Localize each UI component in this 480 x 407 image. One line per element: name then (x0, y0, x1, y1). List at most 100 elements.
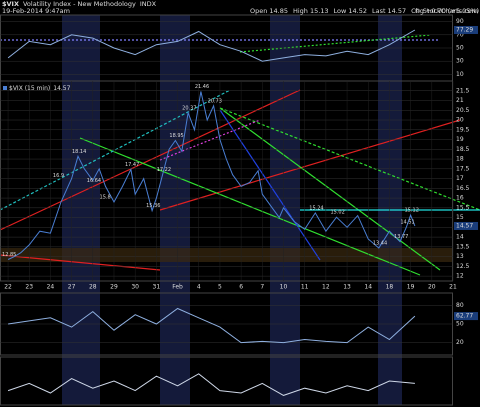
quote-value: 14.52 (348, 7, 367, 15)
y-tick-label: 12.5 (456, 263, 470, 270)
y-tick-label: 80 (456, 302, 464, 309)
y-tick-label: 18 (456, 156, 464, 163)
trend-line (219, 107, 441, 271)
x-tick-label: 7 (260, 284, 264, 291)
series-line (7, 29, 416, 62)
x-tick-label: 13 (343, 284, 351, 291)
y-tick-label: 20.5 (456, 107, 470, 114)
price-annotation: 15.12 (405, 208, 419, 214)
y-tick-label: 13 (456, 253, 464, 260)
x-tick-label: 12 (322, 284, 330, 291)
x-tick-label: 5 (218, 284, 222, 291)
x-tick-label: 20 (428, 284, 436, 291)
y-tick-label: 13.5 (456, 243, 470, 250)
x-tick-label: 28 (89, 284, 97, 291)
price-annotation: 16.64 (87, 178, 101, 184)
quote-label: Low (334, 7, 347, 15)
x-tick-label: 30 (131, 284, 139, 291)
header-date: 19-Feb-2014 9:47am (2, 7, 70, 15)
x-tick-label: 29 (110, 284, 118, 291)
quote-label: High (293, 7, 308, 15)
y-tick-label: 18.5 (456, 146, 470, 153)
last-value-label: 14.57 (456, 222, 473, 229)
y-tick-label: 20 (456, 117, 464, 124)
x-tick-label: 11 (301, 284, 309, 291)
price-annotation: 17.22 (157, 167, 171, 173)
last-value-label: 77.29 (456, 26, 473, 33)
x-tick-label: 24 (47, 284, 55, 291)
price-annotation: 15.8 (100, 194, 111, 200)
y-tick-label: 19.5 (456, 126, 470, 133)
x-tick-label: 21 (449, 284, 457, 291)
x-tick-label: 10 (280, 284, 288, 291)
series-line (7, 373, 415, 396)
x-tick-label: 23 (25, 284, 33, 291)
price-annotation: 15.24 (309, 205, 323, 211)
last-value-label: 62.77 (456, 313, 473, 320)
shade (62, 15, 100, 405)
shade (160, 15, 190, 405)
price-annotation: 18.14 (72, 149, 86, 155)
trend-line (79, 137, 421, 276)
quote-label: Last (372, 7, 386, 15)
price-annotation: 20.37 (182, 105, 196, 111)
x-tick-label: 14 (364, 284, 372, 291)
support-zone (0, 248, 452, 262)
y-tick-label: 50 (456, 45, 464, 52)
price-annotation: 13.77 (394, 234, 408, 240)
y-tick-label: 16.5 (456, 185, 470, 192)
y-tick-label: 50 (456, 321, 464, 328)
legend-swatch (3, 86, 7, 90)
source: © StockCharts.com (414, 7, 478, 15)
quote-value: 15.13 (310, 7, 329, 15)
y-tick-label: 90 (456, 18, 464, 25)
trend-line (0, 89, 231, 211)
y-tick-label: 17.5 (456, 165, 470, 172)
header-exchange: INDX (140, 0, 157, 8)
quote-value: 14.85 (269, 7, 288, 15)
y-tick-label: 20 (456, 339, 464, 346)
panel-border (0, 80, 453, 282)
series-line (7, 91, 416, 260)
x-tick-label: 27 (68, 284, 76, 291)
last-value-box (454, 312, 478, 321)
series-line (8, 307, 416, 344)
y-tick-label: 17 (456, 175, 464, 182)
x-tick-label: 19 (407, 284, 415, 291)
y-tick-label: 10 (456, 71, 464, 78)
x-tick-label: 18 (386, 284, 394, 291)
x-tick-label: 6 (239, 284, 243, 291)
trend-lines (0, 34, 480, 276)
y-tick-label: 12 (456, 273, 464, 280)
price-annotation: 13.44 (373, 241, 387, 247)
header-symbol: $VIX (2, 0, 19, 8)
price-annotation: 12.85 (2, 252, 16, 258)
y-tick-label: 15.5 (456, 204, 470, 211)
y-tick-label: 21 (456, 97, 464, 104)
price-annotation: 15.36 (146, 203, 160, 209)
y-tick-label: 70 (456, 31, 464, 38)
price-annotation: 18.95 (169, 133, 183, 139)
price-annotation: 20.73 (208, 98, 222, 104)
price-annotation: 21.46 (195, 84, 209, 90)
quote-value: 14.57 (388, 7, 407, 15)
price-annotation: 17.47 (125, 162, 139, 168)
trend-line (159, 119, 261, 161)
panel-border (0, 356, 453, 406)
y-tick-label: 16 (456, 195, 464, 202)
y-tick-label: 30 (456, 58, 464, 65)
legend-value: 14.57 (53, 85, 70, 92)
header-name: Volatility Index - New Methodology (23, 0, 136, 8)
last-value-box (454, 25, 478, 34)
price-annotation: 14.51 (400, 220, 414, 226)
quote-label: Chg (411, 7, 424, 15)
quote-label: Open (250, 7, 267, 15)
trend-line (219, 109, 321, 261)
y-tick-label: 21.5 (456, 87, 470, 94)
price-annotation: 16.9 (53, 173, 64, 179)
last-value-box (454, 221, 478, 230)
x-tick-label: 4 (197, 284, 201, 291)
x-tick-label: Feb (172, 284, 183, 291)
y-tick-label: 19 (456, 136, 464, 143)
x-tick-label: 22 (4, 284, 12, 291)
